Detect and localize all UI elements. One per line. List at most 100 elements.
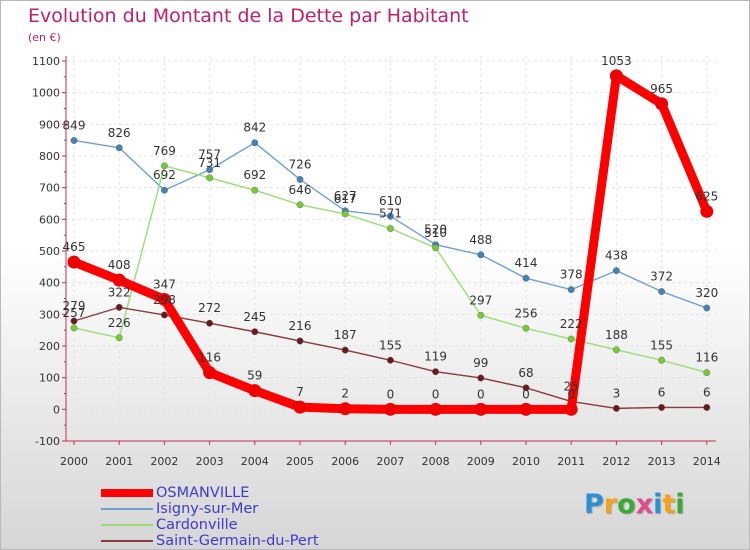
- data-label: 256: [515, 306, 538, 320]
- data-label: 627: [334, 189, 357, 203]
- data-label: 849: [63, 118, 86, 132]
- data-label: 826: [108, 126, 131, 140]
- legend-item: Saint-Germain-du-Pert: [101, 533, 319, 549]
- data-label: 520: [424, 223, 447, 237]
- data-label: 769: [153, 144, 176, 158]
- y-tick-label: 100: [39, 372, 60, 385]
- data-point: [613, 267, 620, 275]
- data-label: 116: [198, 351, 221, 365]
- x-tick-label: 2003: [196, 455, 224, 468]
- data-point: [432, 368, 439, 376]
- data-point: [658, 288, 665, 295]
- data-point: [115, 144, 123, 152]
- data-label: 726: [289, 157, 312, 171]
- data-label: 571: [379, 207, 402, 221]
- x-tick-label: 2000: [60, 455, 88, 468]
- data-point: [157, 292, 171, 306]
- data-label: 119: [424, 350, 447, 364]
- data-label: 465: [63, 240, 86, 254]
- data-point: [251, 328, 259, 336]
- data-label: 116: [695, 351, 718, 365]
- data-point: [206, 174, 214, 182]
- data-point: [658, 404, 665, 411]
- data-label: 692: [243, 168, 266, 182]
- data-label: 0: [522, 387, 530, 401]
- legend-item: OSMANVILLE: [101, 485, 319, 501]
- data-point: [655, 97, 669, 111]
- data-point: [703, 369, 711, 376]
- x-tick-label: 2012: [602, 455, 630, 468]
- brand-letter: i: [675, 489, 685, 520]
- data-label: 0: [567, 387, 575, 401]
- data-label: 298: [153, 293, 176, 307]
- data-label: 59: [247, 369, 262, 383]
- legend-item: Cardonville: [101, 517, 319, 533]
- data-point: [160, 186, 168, 194]
- brand-letter: r: [603, 489, 618, 520]
- x-tick-label: 2005: [286, 455, 314, 468]
- data-point: [703, 304, 711, 312]
- data-label: 731: [198, 156, 221, 170]
- x-tick-label: 2002: [150, 455, 178, 468]
- data-label: 0: [432, 387, 440, 401]
- data-label: 99: [473, 356, 488, 370]
- data-point: [115, 334, 123, 342]
- data-point: [567, 335, 575, 343]
- data-point: [160, 162, 168, 170]
- data-point: [251, 139, 259, 147]
- data-point: [477, 374, 485, 382]
- legend-swatch: [101, 508, 153, 510]
- brand-letter: t: [662, 489, 676, 520]
- data-label: 188: [605, 328, 628, 342]
- data-point: [386, 356, 394, 364]
- data-point: [160, 311, 168, 319]
- data-label: 7: [296, 385, 304, 399]
- data-label: 510: [424, 226, 447, 240]
- y-tick-label: 900: [39, 118, 60, 131]
- data-label: 0: [387, 387, 395, 401]
- legend-swatch: [101, 524, 153, 526]
- data-point: [386, 212, 394, 220]
- data-point: [700, 204, 714, 218]
- brand-letter: o: [617, 489, 636, 520]
- data-label: 155: [650, 338, 673, 352]
- data-label: 2: [341, 387, 349, 401]
- data-point: [251, 186, 259, 194]
- data-point: [522, 384, 530, 392]
- data-label: 646: [289, 183, 312, 197]
- data-label: 68: [518, 366, 533, 380]
- data-point: [429, 402, 443, 416]
- legend-label: Saint-Germain-du-Pert: [156, 533, 319, 549]
- y-tick-label: -100: [35, 435, 60, 448]
- data-point: [522, 324, 530, 332]
- x-tick-label: 2013: [648, 455, 676, 468]
- y-tick-label: 400: [39, 277, 60, 290]
- legend-swatch: [101, 540, 153, 542]
- data-label: 378: [560, 268, 583, 282]
- data-label: 1053: [601, 54, 632, 68]
- data-label: 692: [153, 168, 176, 182]
- y-tick-label: 300: [39, 308, 60, 321]
- y-tick-label: 1100: [32, 55, 60, 68]
- data-label: 226: [108, 316, 131, 330]
- legend-label: Isigny-sur-Mer: [156, 501, 259, 517]
- data-label: 187: [334, 328, 357, 342]
- data-label: 617: [334, 192, 357, 206]
- data-point: [383, 402, 397, 416]
- data-label: 279: [63, 299, 86, 313]
- data-label: 322: [108, 285, 131, 299]
- y-tick-label: 500: [39, 245, 60, 258]
- data-point: [206, 319, 214, 327]
- data-label: 245: [243, 310, 266, 324]
- legend-item: Isigny-sur-Mer: [101, 501, 319, 517]
- data-point: [477, 311, 485, 319]
- data-label: 757: [198, 148, 221, 162]
- data-label: 414: [515, 256, 538, 270]
- data-label: 488: [469, 233, 492, 247]
- data-point: [70, 137, 78, 144]
- legend-label: Cardonville: [156, 517, 238, 533]
- data-point: [67, 255, 81, 269]
